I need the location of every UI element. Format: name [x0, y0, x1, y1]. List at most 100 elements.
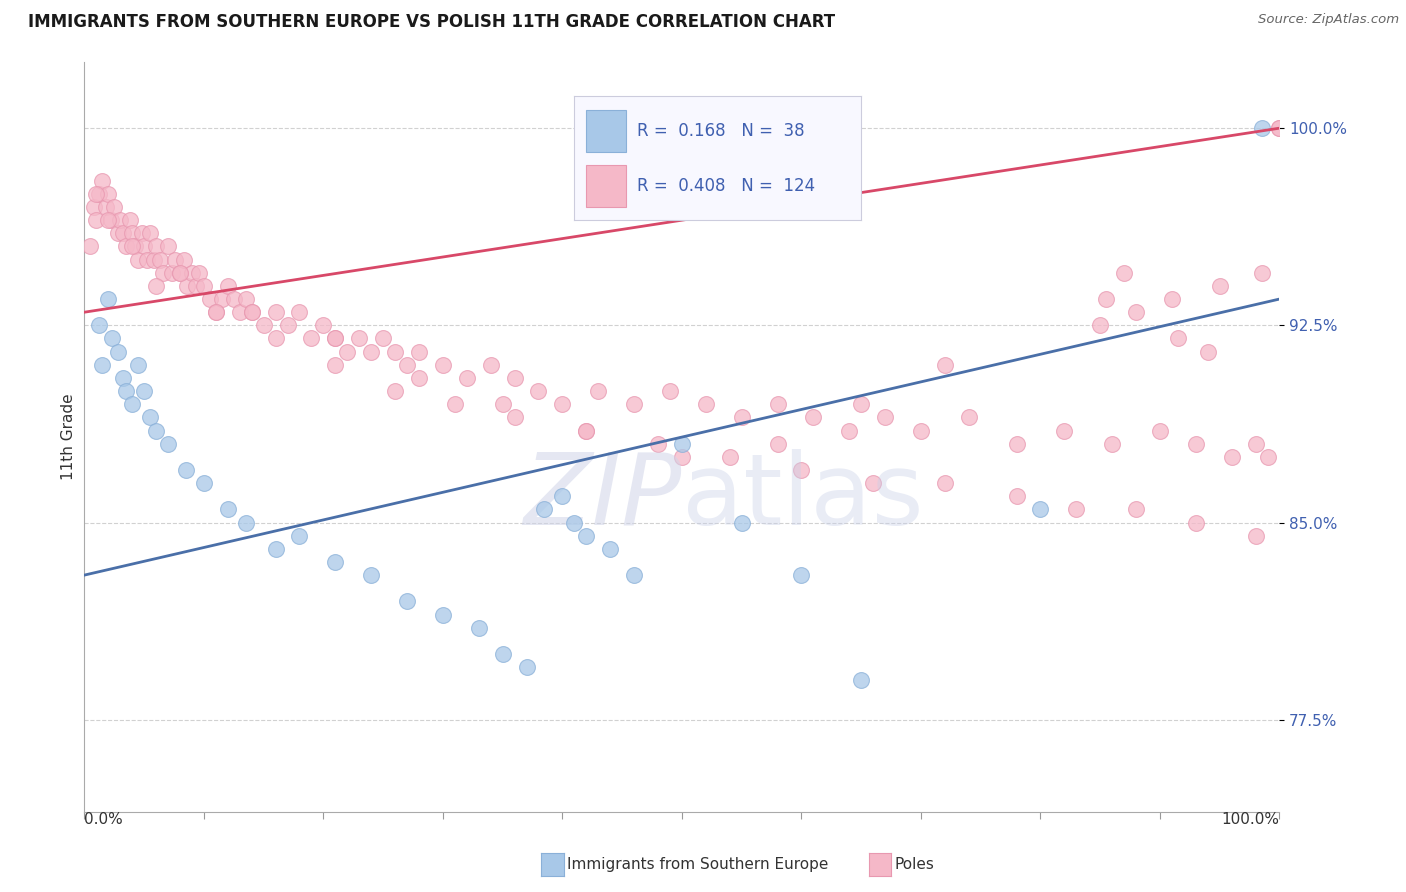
Point: [132, 239, 156, 253]
Point: [492, 397, 515, 411]
Point: [217, 279, 239, 293]
Point: [124, 239, 146, 253]
Point: [111, 227, 134, 241]
Point: [97, 292, 120, 306]
Point: [551, 397, 574, 411]
Point: [564, 516, 586, 530]
Point: [139, 410, 162, 425]
Point: [479, 358, 502, 372]
Point: [1029, 502, 1052, 516]
Point: [1244, 436, 1267, 450]
Point: [456, 371, 478, 385]
Point: [349, 331, 371, 345]
Point: [288, 305, 311, 319]
Point: [121, 239, 143, 253]
Point: [107, 344, 129, 359]
Point: [408, 344, 430, 359]
Point: [384, 344, 406, 359]
Point: [851, 397, 873, 411]
Point: [468, 621, 491, 635]
Point: [533, 502, 555, 516]
Point: [145, 239, 167, 253]
Point: [145, 279, 167, 293]
Point: [121, 227, 143, 241]
Point: [145, 424, 167, 438]
Point: [790, 463, 813, 477]
Point: [79, 239, 101, 253]
Text: atlas: atlas: [682, 449, 924, 546]
Point: [173, 252, 195, 267]
Point: [838, 424, 860, 438]
Point: [132, 384, 156, 398]
Point: [444, 397, 467, 411]
Point: [1090, 318, 1112, 333]
Point: [671, 450, 693, 464]
Point: [131, 227, 153, 241]
Point: [659, 384, 682, 398]
Point: [373, 331, 395, 345]
Text: 100.0%: 100.0%: [1222, 812, 1279, 827]
Text: Immigrants from Southern Europe: Immigrants from Southern Europe: [567, 857, 828, 871]
Point: [184, 279, 207, 293]
Point: [875, 410, 897, 425]
Point: [211, 292, 233, 306]
Point: [127, 252, 149, 267]
Point: [934, 476, 956, 491]
Point: [1005, 489, 1028, 503]
Point: [97, 213, 120, 227]
Text: Poles: Poles: [894, 857, 934, 871]
Point: [277, 318, 299, 333]
Point: [1257, 450, 1279, 464]
Point: [731, 410, 754, 425]
Point: [1244, 529, 1267, 543]
Point: [1005, 436, 1028, 450]
Point: [135, 252, 157, 267]
Point: [264, 541, 287, 556]
Text: Source: ZipAtlas.com: Source: ZipAtlas.com: [1258, 13, 1399, 27]
Point: [115, 239, 138, 253]
Point: [127, 358, 149, 372]
Point: [235, 516, 257, 530]
Point: [301, 331, 323, 345]
Point: [766, 397, 789, 411]
Point: [325, 331, 347, 345]
Point: [731, 516, 754, 530]
Point: [193, 476, 215, 491]
Point: [1185, 516, 1208, 530]
Point: [588, 384, 610, 398]
Point: [790, 568, 813, 582]
Point: [100, 213, 122, 227]
Point: [492, 647, 515, 661]
Point: [103, 200, 125, 214]
Point: [957, 410, 980, 425]
Point: [149, 252, 172, 267]
Point: [240, 305, 263, 319]
Point: [115, 384, 138, 398]
Point: [101, 331, 124, 345]
Point: [1066, 502, 1088, 516]
Point: [360, 344, 382, 359]
Y-axis label: 11th Grade: 11th Grade: [60, 393, 76, 481]
Point: [718, 450, 741, 464]
Point: [527, 384, 550, 398]
Point: [205, 305, 228, 319]
Point: [934, 358, 956, 372]
Point: [188, 266, 211, 280]
Point: [229, 305, 252, 319]
Point: [503, 371, 526, 385]
Point: [384, 384, 406, 398]
Text: IMMIGRANTS FROM SOUTHERN EUROPE VS POLISH 11TH GRADE CORRELATION CHART: IMMIGRANTS FROM SOUTHERN EUROPE VS POLIS…: [28, 13, 835, 31]
Point: [396, 358, 419, 372]
Point: [139, 227, 162, 241]
Point: [575, 529, 598, 543]
Point: [1125, 305, 1147, 319]
Point: [87, 186, 110, 201]
Point: [110, 213, 132, 227]
Point: [396, 594, 419, 608]
Point: [86, 213, 108, 227]
Point: [160, 266, 183, 280]
Point: [803, 410, 825, 425]
Point: [169, 266, 191, 280]
Point: [86, 186, 108, 201]
Point: [503, 410, 526, 425]
